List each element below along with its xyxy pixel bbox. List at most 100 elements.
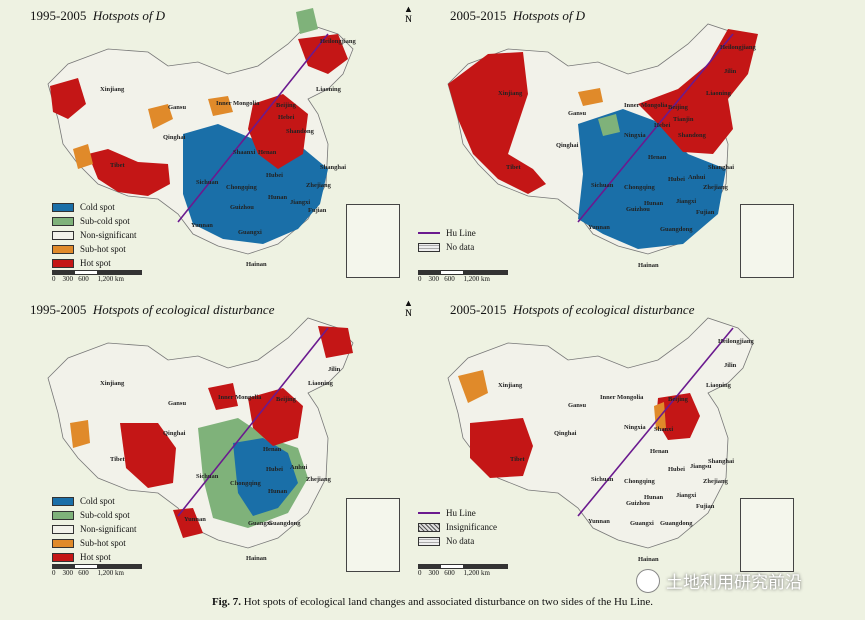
label-tibet: Tibet [506,164,521,171]
label-yunnan: Yunnan [184,516,206,523]
hot-region-inner-mongolia [208,383,238,410]
label-guizhou: Guizhou [230,204,254,211]
label-yunnan: Yunnan [588,518,610,525]
label-jilin: Jilin [724,68,737,75]
panel-title: 1995-2005 Hotspots of D [30,8,166,23]
label-jiangxi: Jiangxi [676,198,697,205]
label-beijing: Beijing [276,396,296,403]
label-guangxi: Guangxi [238,229,262,236]
legend: Hu Line Insignificance No data [418,506,497,548]
label-inner-mongolia: Inner Mongolia [624,102,668,109]
hot-region-tibet [88,149,170,196]
label-hebei: Hebei [278,114,295,121]
label-tianjin: Tianjin [673,116,694,123]
label-chongqing: Chongqing [226,184,257,191]
label-hebei: Hebei [654,122,671,129]
label-anhui: Anhui [290,464,308,471]
panel-2005-2015-d: 2005-2015 Hotspots of D Xinjiang Gansu I… [404,4,848,299]
subhot-region-west [73,144,93,169]
label-henan: Henan [263,446,282,453]
china-map [47,8,354,255]
hot-region-north-center [656,393,700,440]
label-hunan: Hunan [268,194,288,201]
label-heilongjiang: Heilongjiang [718,338,754,345]
label-shanghai: Shanghai [320,164,347,171]
label-gansu: Gansu [568,110,587,117]
swatch-cold [52,202,74,212]
label-ningxia: Ningxia [624,424,646,431]
hot-region-east [638,29,758,154]
subcold-region [598,114,620,136]
label-sichuan: Sichuan [196,473,219,480]
hu-line [177,33,329,223]
swatch-hu-line [418,512,440,514]
label-liaoning: Liaoning [316,86,341,93]
china-map [447,23,758,255]
north-arrow: ▲ N [404,298,413,318]
label-inner-mongolia: Inner Mongolia [218,394,262,401]
china-map [447,317,754,549]
panel-title: 2005-2015 Hotspots of D [450,8,586,23]
label-guizhou: Guizhou [626,206,650,213]
subhot-region-gansu [578,88,603,106]
panel-title: 1995-2005 Hotspots of ecological disturb… [30,302,275,317]
label-shaanxi: Shaanxi [233,149,256,156]
label-ningxia: Ningxia [624,132,646,139]
swatch-subhot [52,244,74,254]
label-sichuan: Sichuan [591,182,614,189]
label-hubei: Hubei [266,466,283,473]
label-jilin: Jilin [328,366,341,373]
label-inner-mongolia: Inner Mongolia [216,100,260,107]
label-henan: Henan [258,149,277,156]
label-liaoning: Liaoning [706,382,731,389]
label-qinghai: Qinghai [554,430,577,437]
label-henan: Henan [648,154,667,161]
watermark: 土地利用研究前沿 [636,568,802,593]
north-arrow: ▲ N [404,298,413,318]
hot-region-north [248,388,303,446]
swatch-no-data [418,536,440,546]
hot-region-northeast [318,326,353,358]
hot-region-tibet [470,418,533,478]
caption-label: Fig. 7. [211,596,241,608]
label-jiangxi: Jiangxi [676,492,697,499]
label-shanghai: Shanghai [708,458,735,465]
hot-region-northeast [298,34,348,74]
south-china-sea-inset [740,204,794,278]
label-henan: Henan [650,448,669,455]
label-jiangxi: Jiangxi [290,199,311,206]
label-hunan: Hunan [268,488,288,495]
label-beijing: Beijing [668,104,688,111]
label-heilongjiang: Heilongjiang [720,44,756,51]
panel-1995-2005-disturbance: 1995-2005 Hotspots of ecological disturb… [8,298,428,593]
label-zhejiang: Zhejiang [306,476,331,483]
label-fujian: Fujian [308,207,327,214]
legend: Hu Line No data [418,226,476,254]
label-hainan: Hainan [246,261,267,268]
south-china-sea-inset [346,204,400,278]
label-shandong: Shandong [678,132,706,139]
label-tibet: Tibet [510,456,525,463]
swatch-nonsig [52,230,74,240]
label-guangdong: Guangdong [660,226,693,233]
label-yunnan: Yunnan [588,224,610,231]
label-tibet: Tibet [110,162,125,169]
label-zhejiang: Zhejiang [306,182,331,189]
hot-region-xinjiang [50,78,86,119]
hot-region-north [248,94,308,169]
swatch-hot [52,552,74,562]
scale-bar: 0 300 600 1,200 km [52,564,142,577]
swatch-insignificance [418,522,440,532]
label-guangxi: Guangxi [248,520,272,527]
label-xinjiang: Xinjiang [498,382,523,389]
label-tibet: Tibet [110,456,125,463]
swatch-subcold [52,510,74,520]
label-sichuan: Sichuan [196,179,219,186]
cold-region-center [578,109,726,249]
label-beijing: Beijing [276,102,296,109]
label-gansu: Gansu [168,400,187,407]
label-guangxi: Guangxi [630,520,654,527]
label-chongqing: Chongqing [230,480,261,487]
panel-title: 2005-2015 Hotspots of ecological disturb… [450,302,695,317]
scale-bar: 0 300 600 1,200 km [52,270,142,283]
